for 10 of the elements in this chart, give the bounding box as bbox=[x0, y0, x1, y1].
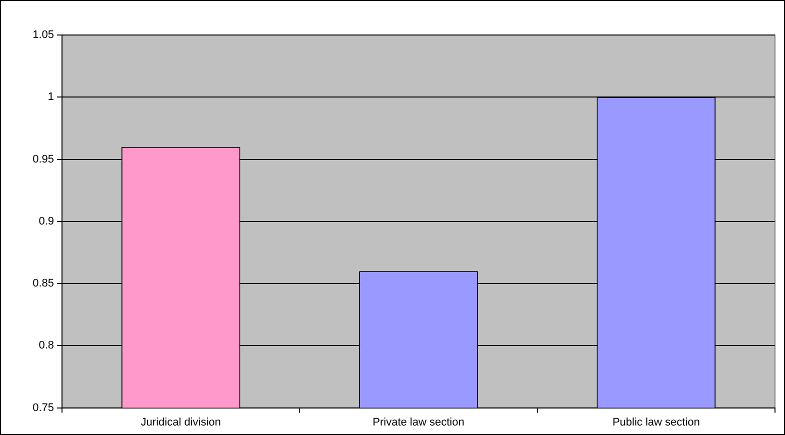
y-tick-label: 0.8 bbox=[38, 340, 54, 352]
y-tick-label: 1.05 bbox=[32, 29, 54, 42]
x-tick-label: Juridical division bbox=[140, 416, 221, 428]
y-tick-label: 1 bbox=[48, 91, 54, 104]
y-tick-label: 0.95 bbox=[32, 153, 54, 166]
y-tick-label: 0.9 bbox=[38, 215, 54, 228]
y-tick-label: 0.85 bbox=[32, 278, 54, 290]
x-tick-label: Public law section bbox=[612, 416, 700, 428]
y-tick-label: 0.75 bbox=[32, 402, 54, 414]
x-tick-label: Private law section bbox=[372, 416, 464, 428]
